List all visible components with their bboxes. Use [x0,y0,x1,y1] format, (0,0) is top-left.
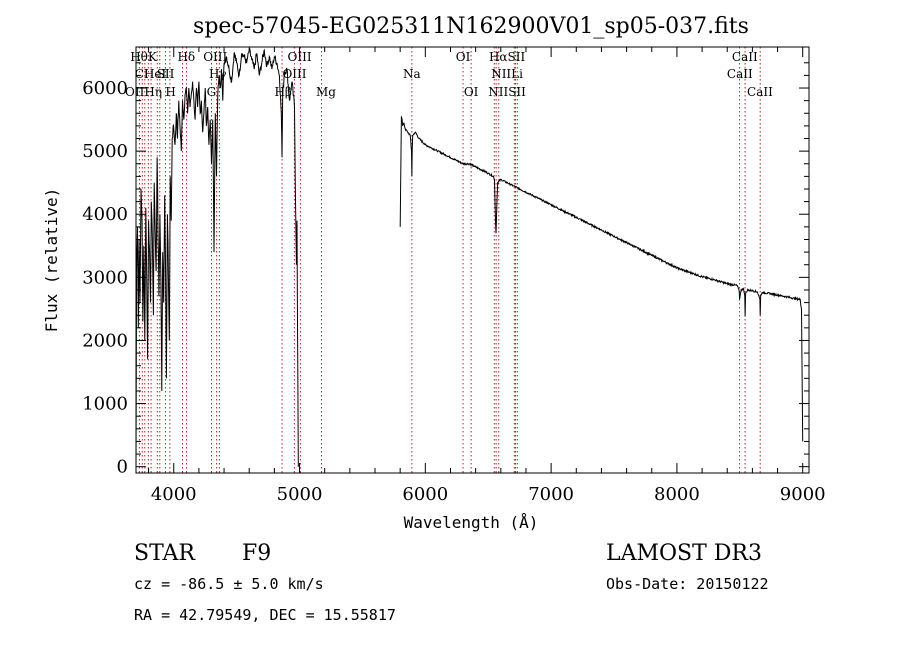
line-label-17: HαSII [489,50,526,64]
line-label-22: CaII [747,85,773,99]
x-tick-label-0: 4000 [151,484,197,505]
line-label-6: Hδ [177,50,195,64]
line-label-2: HeI [144,67,167,81]
line-label-18: NIILi [491,67,523,81]
x-tick-label-4: 8000 [654,484,700,505]
chart-title: spec-57045-EG025311N162900V01_sp05-037.f… [193,14,749,39]
line-label-19: NIISII [488,85,526,99]
line-label-0: HθK [130,50,158,64]
y-tick-label-1: 1000 [82,394,128,415]
object-subclass: F9 [242,541,271,566]
line-label-1: CI [135,67,149,81]
x-axis-label: Wavelength (Å) [404,513,539,532]
y-axis: 0 1000 2000 3000 4000 5000 6000 [82,62,809,478]
coordinates: RA = 42.79549, DEC = 15.55817 [134,606,396,624]
plot-frame [135,46,810,474]
survey-name: LAMOST DR3 [606,541,762,566]
y-tick-label-2: 2000 [82,330,128,351]
line-label-5: H [165,85,175,99]
line-label-20: CaII [732,50,758,64]
x-tick-label-1: 5000 [277,484,323,505]
spectral-line-markers [138,47,761,473]
flux-series [135,48,804,467]
y-tick-label-3: 3000 [82,267,128,288]
observation-date: Obs-Date: 20150122 [606,575,769,593]
y-tick-label-4: 4000 [82,204,128,225]
y-tick-label-5: 5000 [82,141,128,162]
line-label-9: G [207,85,217,99]
x-tick-label-2: 6000 [402,484,448,505]
line-label-16: OI [464,85,479,99]
line-label-21: CaII [727,67,753,81]
y-tick-label-0: 0 [117,457,128,478]
line-label-7: OIII [203,50,227,64]
flux-line-1 [399,116,804,442]
y-axis-label: Flux (relative) [42,188,61,333]
object-class: STAR [134,541,196,566]
line-label-13: Mg [316,85,336,99]
x-tick-label-3: 7000 [528,484,574,505]
line-label-3: SII [157,67,175,81]
line-label-4: OIIHη [125,85,162,99]
x-axis: 4000 5000 6000 7000 8000 9000 [148,47,826,505]
x-tick-label-5: 9000 [780,484,826,505]
line-label-11: OIII [282,67,306,81]
y-tick-label-6: 6000 [82,78,128,99]
line-label-14: Na [403,67,421,81]
line-label-15: OI [456,50,471,64]
redshift-velocity: cz = -86.5 ± 5.0 km/s [134,575,324,593]
flux-line-0 [135,48,299,467]
